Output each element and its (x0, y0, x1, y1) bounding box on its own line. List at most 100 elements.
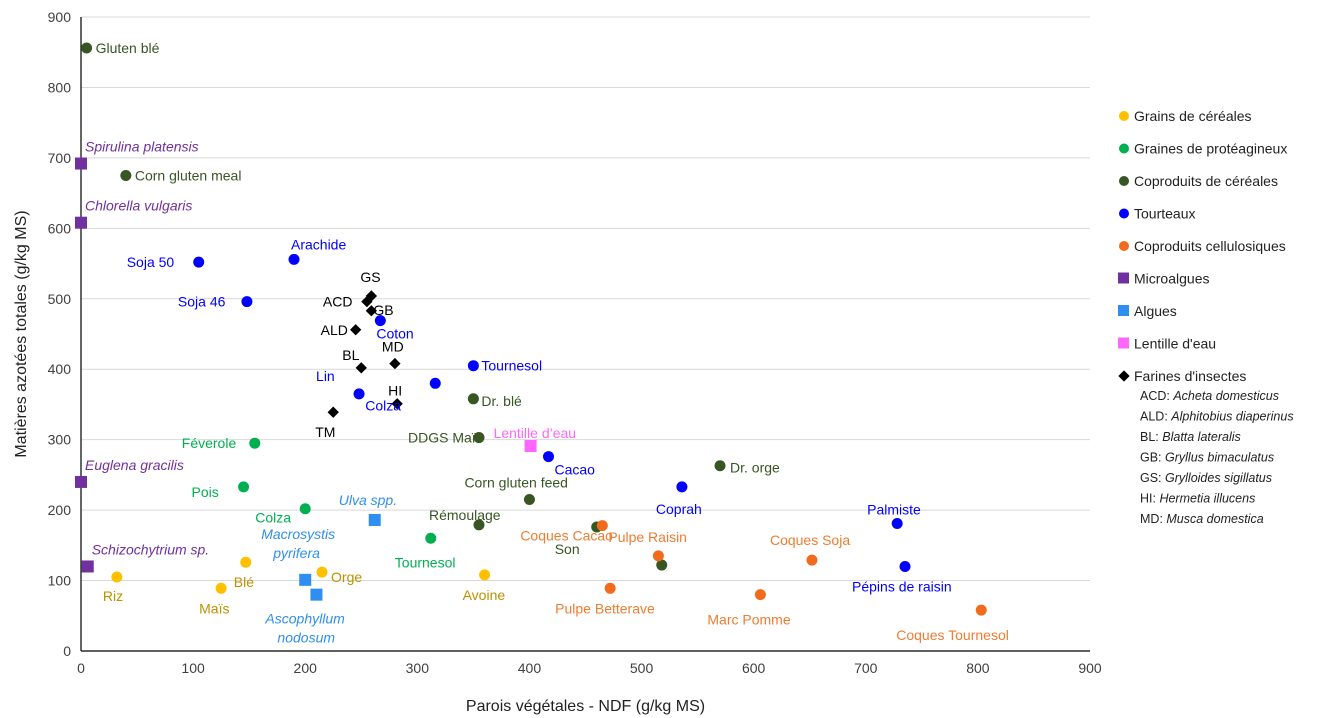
legend-marker (1118, 337, 1129, 349)
abbreviation-name: Gryllus bimaculatus (1165, 451, 1274, 465)
data-point (656, 559, 668, 571)
point-label: Pois (192, 484, 219, 500)
data-point (467, 360, 479, 372)
data-point (754, 589, 766, 601)
point-label: MD (382, 339, 404, 355)
point-label: Corn gluten meal (135, 168, 242, 184)
abbreviation-code: MD: (1140, 512, 1166, 526)
point-label: ALD (321, 322, 348, 338)
abbreviation-entry: ACD: Acheta domesticus (1140, 389, 1279, 403)
data-point (241, 296, 253, 308)
legend-item: Grains de céréales (1119, 108, 1252, 124)
point-label: Avoine (463, 587, 506, 603)
data-point (249, 437, 261, 449)
data-point (391, 398, 403, 410)
insect-abbreviation-list: ACD: Acheta domesticus ALD: Alphitobius d… (1140, 389, 1294, 526)
point-label: Coques Cacao (520, 528, 613, 544)
point-label: Soja 50 (127, 254, 175, 270)
abbreviation-name: Alphitobius diaperinus (1170, 410, 1293, 424)
legend-label: Coproduits cellulosiques (1134, 238, 1286, 254)
point-label: Son (555, 541, 580, 557)
legend-marker (1118, 305, 1129, 316)
data-point (238, 481, 250, 493)
data-point (596, 520, 608, 532)
data-point (299, 503, 311, 515)
x-axis-ticks: 0 100 200 300 400 500 600 700 800 900 (77, 660, 1102, 676)
data-point (316, 566, 328, 578)
data-point (327, 406, 339, 418)
x-tick-label: 400 (518, 660, 542, 676)
data-point (75, 475, 87, 488)
data-point (806, 554, 818, 566)
y-axis-ticks: 0 100 200 300 400 500 600 700 800 900 (48, 9, 72, 659)
data-point (240, 556, 252, 568)
data-point (120, 170, 132, 181)
data-point (111, 571, 123, 583)
point-label: Pépins de raisin (852, 578, 952, 594)
point-label: Macrosystis pyrifera (261, 526, 335, 561)
x-tick-label: 700 (854, 660, 878, 676)
x-tick-label: 600 (742, 660, 766, 676)
data-point (473, 519, 485, 531)
point-label: Orge (331, 569, 362, 585)
legend-label: Algues (1134, 303, 1177, 319)
data-point (524, 440, 537, 453)
data-point (899, 560, 911, 572)
legend: Grains de céréales Graines de protéagineu… (1118, 108, 1287, 384)
point-label: Colza (255, 510, 291, 526)
gridlines (81, 16, 1090, 582)
y-tick-label: 500 (48, 291, 72, 307)
point-label: Coques Tournesol (896, 627, 1009, 643)
point-label: Blé (234, 574, 254, 590)
point-label: GB (373, 302, 393, 318)
point-label: ACD (323, 294, 353, 310)
abbreviation-entry: BL: Blatta lateralis (1140, 430, 1241, 444)
abbreviation-name: Grylloides sigillatus (1165, 471, 1272, 485)
y-tick-label: 200 (48, 502, 72, 518)
abbreviation-code: BL: (1140, 430, 1162, 444)
legend-label: Lentille d'eau (1134, 336, 1216, 352)
legend-label: Farines d'insectes (1134, 368, 1246, 384)
abbreviation-name: Hermetia illucens (1159, 492, 1255, 506)
y-tick-label: 0 (63, 643, 71, 659)
point-label: Maïs (199, 600, 229, 616)
legend-marker (1119, 208, 1129, 219)
legend-item: Farines d'insectes (1118, 368, 1246, 384)
legend-marker (1119, 176, 1129, 186)
x-axis-title: Parois végétales - NDF (g/kg MS) (466, 698, 705, 715)
abbreviation-code: ALD: (1140, 410, 1171, 424)
x-tick-label: 900 (1078, 660, 1102, 676)
point-label: Palmiste (867, 501, 921, 517)
legend-label: Coproduits de céréales (1134, 173, 1278, 189)
point-label: Cacao (555, 462, 596, 478)
legend-label: Microalgues (1134, 271, 1209, 287)
data-point (523, 494, 535, 506)
point-label: Schizochytrium sp. (92, 541, 209, 557)
point-label: Arachide (291, 236, 346, 252)
y-tick-label: 800 (48, 79, 72, 95)
x-tick-label: 800 (966, 660, 990, 676)
y-tick-label: 400 (48, 361, 72, 377)
data-point (193, 256, 205, 268)
data-point (81, 42, 93, 54)
data-point (374, 315, 386, 327)
point-label: Tournesol (395, 554, 456, 570)
legend-item: Coproduits cellulosiques (1119, 238, 1286, 254)
data-point (467, 393, 479, 405)
y-tick-label: 300 (48, 432, 72, 448)
data-point (288, 253, 300, 265)
data-point (604, 582, 616, 594)
data-point (891, 517, 903, 529)
point-label: Coprah (656, 501, 702, 517)
legend-item: Coproduits de céréales (1119, 173, 1278, 189)
x-tick-label: 0 (77, 660, 85, 676)
legend-label: Grains de céréales (1134, 108, 1252, 124)
abbreviation-entry: ALD: Alphitobius diaperinus (1140, 410, 1294, 424)
data-point (543, 451, 555, 463)
point-label: Spirulina platensis (85, 139, 199, 155)
legend-marker (1118, 272, 1129, 284)
legend-label: Graines de protéagineux (1134, 141, 1287, 157)
point-label: Tournesol (481, 358, 542, 374)
point-label: Féverole (182, 435, 237, 451)
